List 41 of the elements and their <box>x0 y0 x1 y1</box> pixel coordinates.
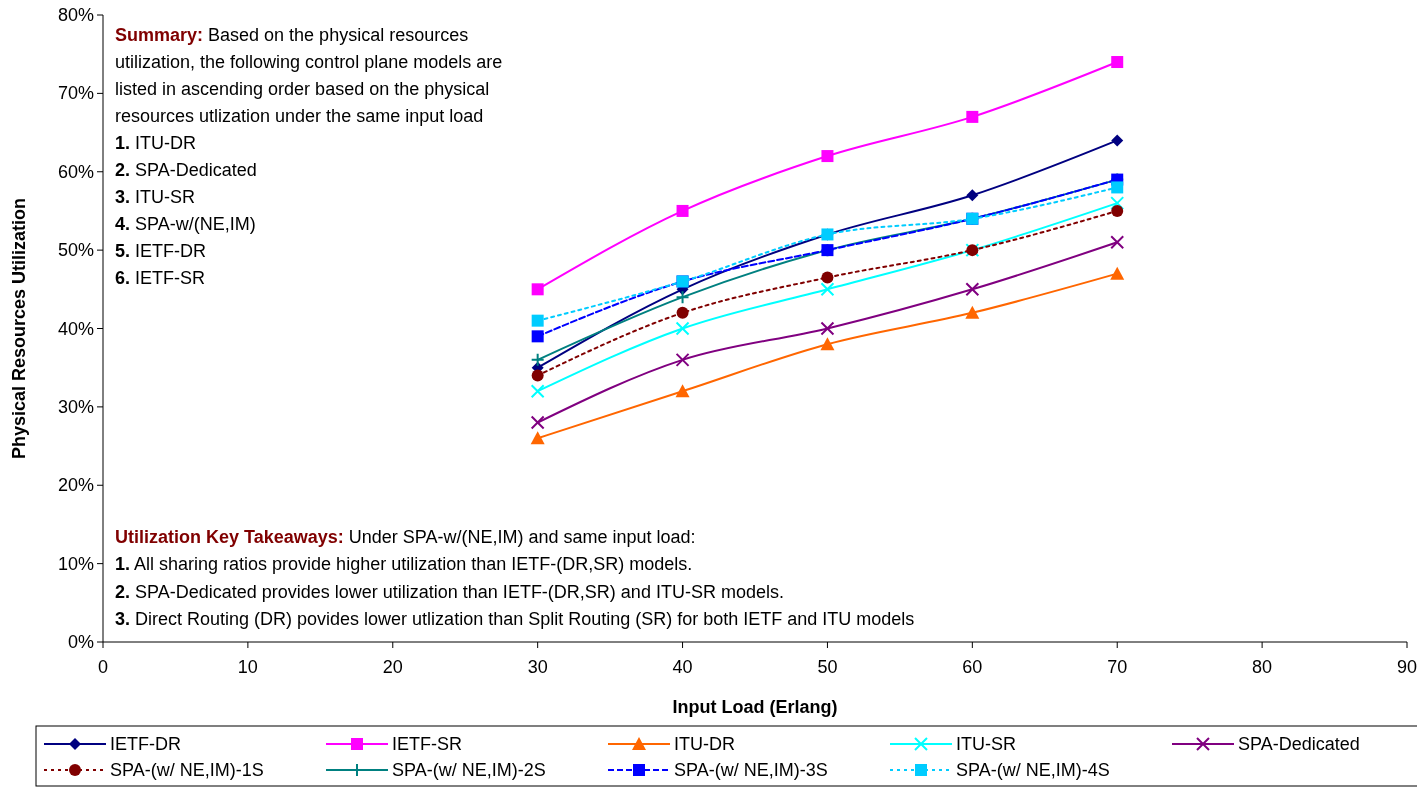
x-tick-label: 80 <box>1252 657 1273 677</box>
annotation: Summary: Based on the physical resources utilization, the following control plane models are listed in ascending order based on the physical resources utlization under the same input load <box>115 25 503 126</box>
x-tick-label: 40 <box>672 657 693 677</box>
legend-label: SPA-(w/ NE,IM)-2S <box>392 760 546 780</box>
y-tick-label: 40% <box>57 318 94 339</box>
x-tick-label: 0 <box>97 657 109 677</box>
y-tick-label: 0% <box>67 632 94 652</box>
y-tick-label: 50% <box>57 240 94 261</box>
legend-label: IETF-DR <box>110 734 181 754</box>
x-tick-label: 90 <box>1396 657 1418 677</box>
y-tick-label: 70% <box>57 83 94 104</box>
y-tick-label: 80% <box>57 5 94 25</box>
x-tick-label: 30 <box>527 657 548 677</box>
x-tick-label: 50 <box>817 657 838 677</box>
annotation: 1. All sharing ratios provide higher utilization than IETF-(DR,SR) models. <box>115 554 693 574</box>
x-axis-title: Input Load (Erlang) <box>672 697 838 717</box>
x-tick-label: 10 <box>237 657 258 677</box>
legend-label: ITU-SR <box>956 734 1016 754</box>
legend-label: SPA-(w/ NE,IM)-1S <box>110 760 264 780</box>
y-tick-label: 30% <box>57 396 94 417</box>
x-tick-label: 70 <box>1107 657 1128 677</box>
annotation: 4. SPA-w/(NE,IM) <box>115 214 256 234</box>
annotation: 3. Direct Routing (DR) povides lower utlization than Split Routing (SR) for both IETF and ITU models <box>115 609 915 629</box>
annotation: 6. IETF-SR <box>115 268 206 288</box>
y-tick-label: 10% <box>57 553 94 574</box>
y-tick-label: 60% <box>57 161 94 182</box>
annotation: 2. SPA-Dedicated <box>115 160 257 180</box>
legend-label: ITU-DR <box>674 734 735 754</box>
y-axis-title: Physical Resources Utilization <box>9 197 29 460</box>
legend-label: IETF-SR <box>392 734 462 754</box>
annotation: 5. IETF-DR <box>115 241 207 261</box>
annotation: 3. ITU-SR <box>115 187 196 207</box>
legend-label: SPA-(w/ NE,IM)-3S <box>674 760 828 780</box>
x-tick-label: 20 <box>382 657 403 677</box>
annotation: 2. SPA-Dedicated provides lower utilization than IETF-(DR,SR) and ITU-SR models. <box>115 581 784 602</box>
x-tick-label: 60 <box>962 657 983 677</box>
legend-label: SPA-(w/ NE,IM)-4S <box>956 760 1110 780</box>
annotation: 1. ITU-DR <box>115 133 197 153</box>
y-tick-label: 20% <box>57 475 94 496</box>
annotation: Utilization Key Takeaways: Under SPA-w/(NE,IM) and same input load: <box>115 526 696 547</box>
legend-label: SPA-Dedicated <box>1238 734 1360 754</box>
